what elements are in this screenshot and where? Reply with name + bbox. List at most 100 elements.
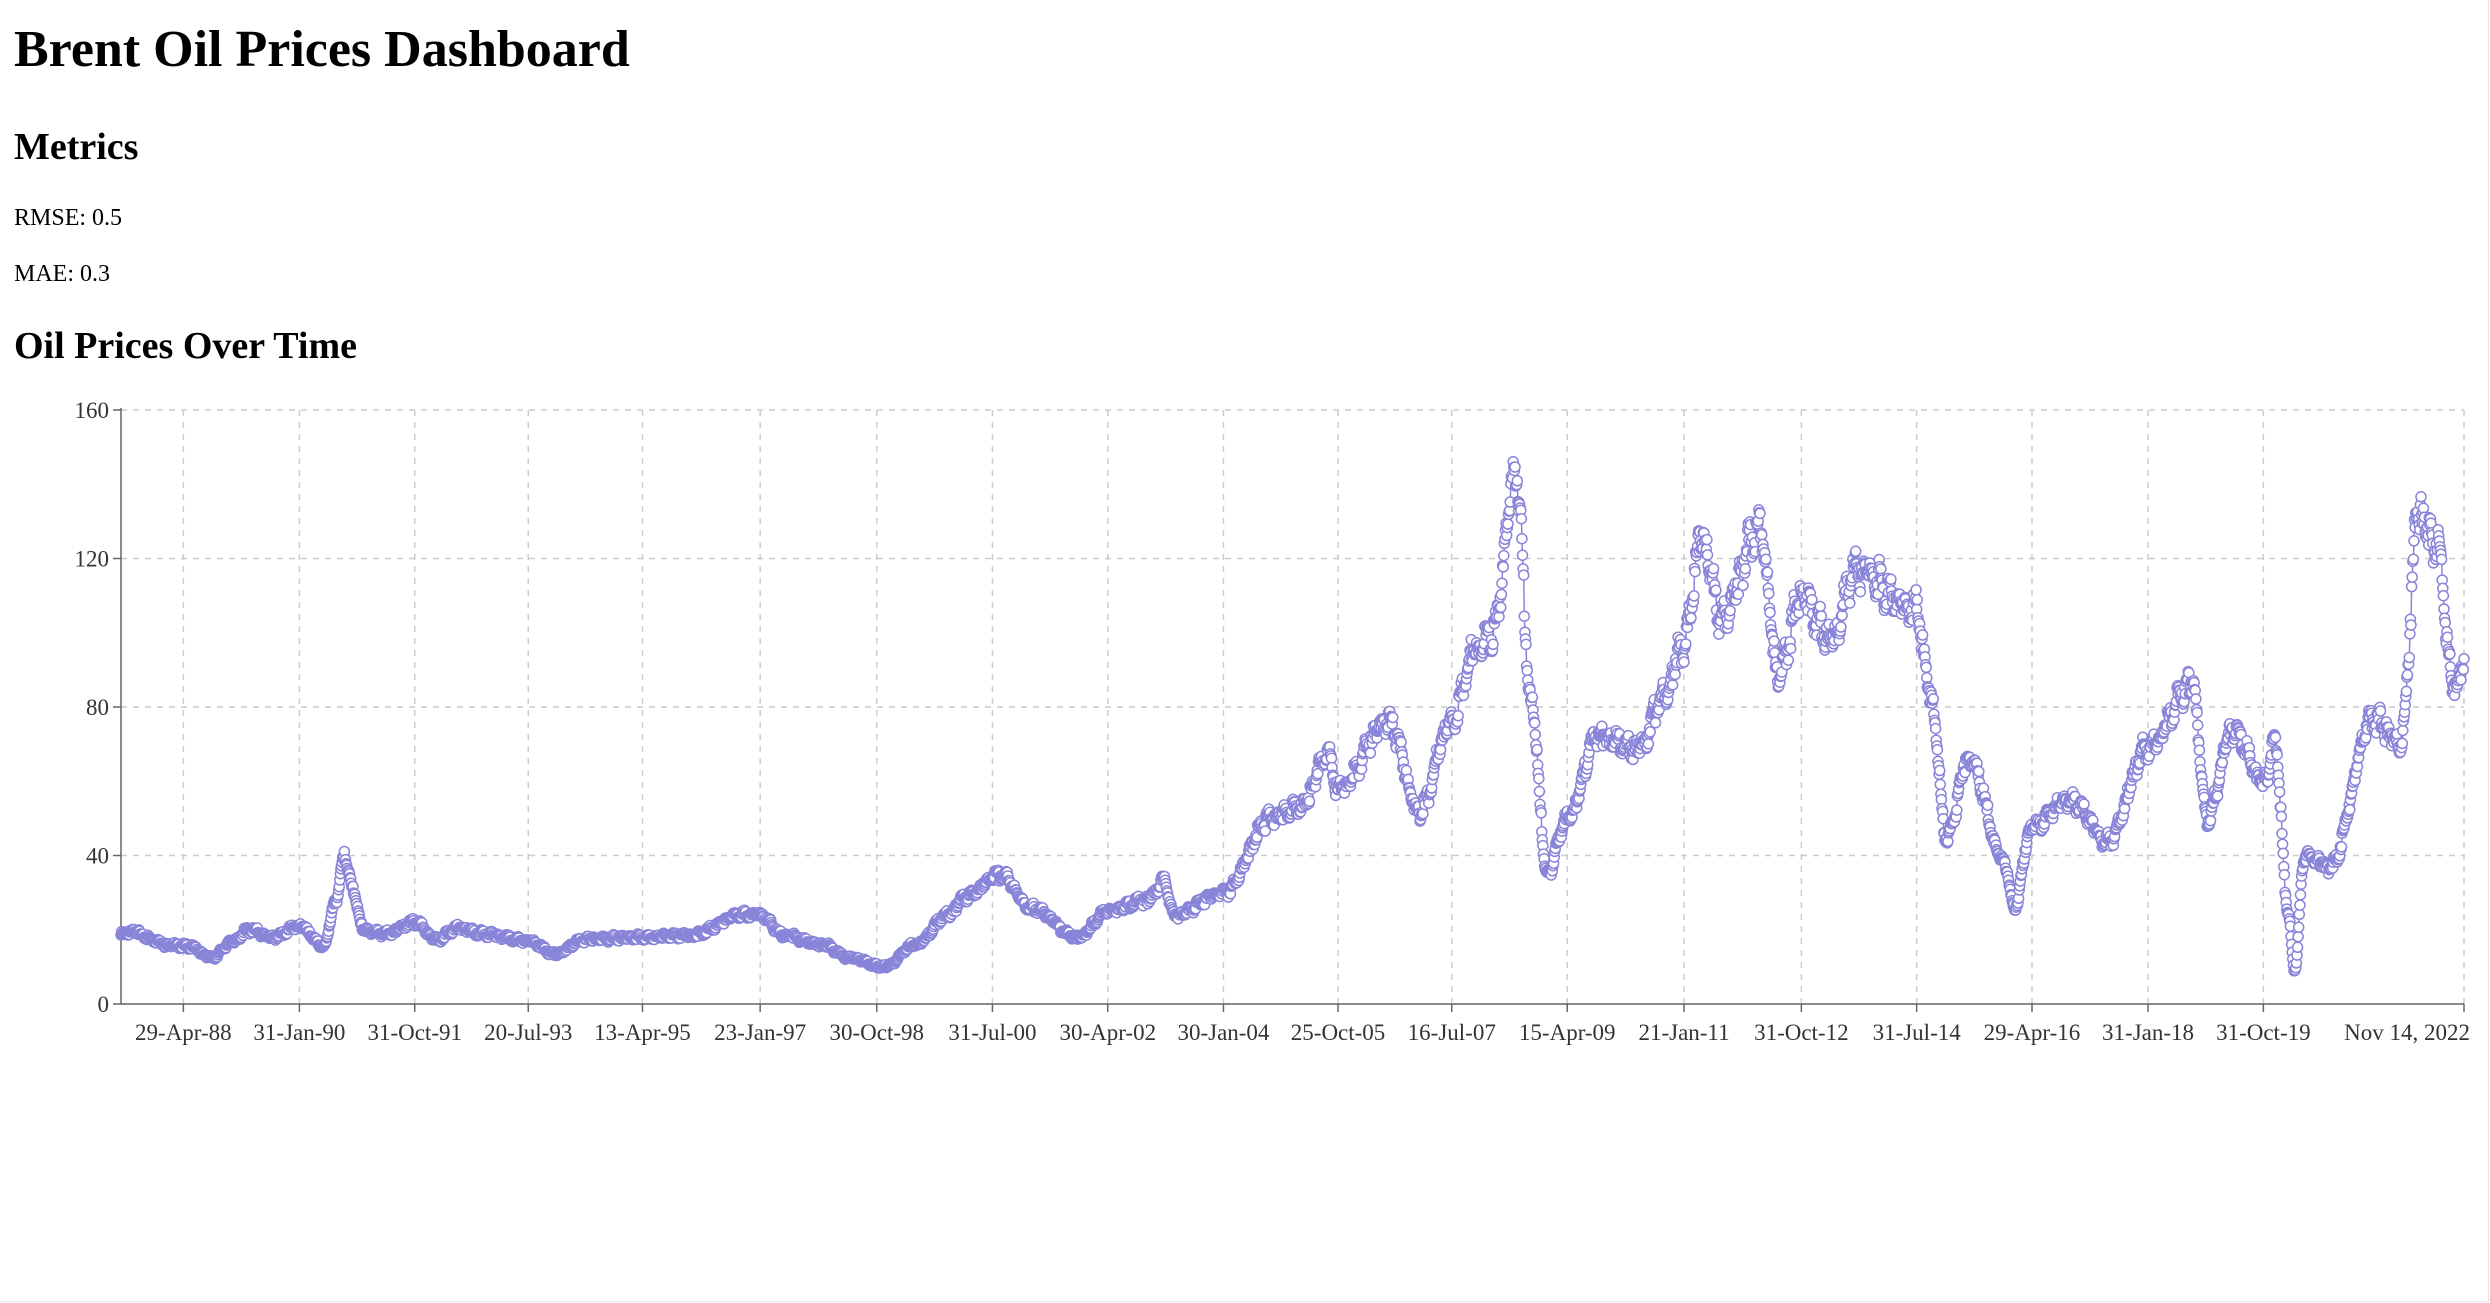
- price-point: [2276, 827, 2288, 840]
- price-point: [1951, 804, 1963, 816]
- price-point: [1815, 610, 1828, 622]
- price-point: [2191, 719, 2204, 731]
- x-tick-label: Nov 14, 2022: [2344, 1020, 2470, 1045]
- price-point: [1649, 716, 1662, 729]
- price-point: [1973, 765, 1985, 778]
- price-point: [2405, 619, 2417, 631]
- price-point: [1666, 679, 1679, 691]
- price-point: [2193, 744, 2206, 757]
- price-point: [1487, 638, 1499, 651]
- price-point: [1701, 549, 1714, 561]
- price-point: [1669, 668, 1681, 681]
- price-point: [1761, 566, 1774, 579]
- price-point: [1760, 553, 1772, 566]
- price-point: [2277, 847, 2289, 860]
- price-point: [1814, 600, 1826, 613]
- price-point: [1644, 726, 1656, 738]
- y-tick-label: 80: [86, 695, 109, 720]
- page-title: Brent Oil Prices Dashboard: [14, 21, 630, 78]
- price-point: [1764, 606, 1776, 619]
- price-point: [1521, 664, 1533, 677]
- x-tick-label: 20-Jul-93: [484, 1020, 572, 1045]
- price-point: [1533, 785, 1546, 798]
- x-tick-label: 29-Apr-88: [135, 1020, 232, 1045]
- price-point: [2439, 616, 2451, 629]
- price-point: [1934, 778, 1947, 791]
- price-point: [1981, 799, 1994, 811]
- price-point: [1529, 728, 1542, 741]
- price-point: [2269, 731, 2282, 744]
- price-point: [1452, 709, 1464, 722]
- price-point: [2294, 889, 2307, 901]
- price-point: [2275, 810, 2288, 823]
- price-point: [1875, 563, 1887, 575]
- x-tick-label: 21-Jan-11: [1638, 1020, 1729, 1045]
- mae-metric: MAE: 0.3: [14, 261, 110, 287]
- price-point: [1496, 577, 1508, 589]
- price-point: [2397, 724, 2409, 737]
- oil-price-line-chart: 0 40 80 120 160 29-Apr-88 31-Jan-90 31-Oct-91 20…: [75, 398, 2471, 1045]
- price-point: [2335, 841, 2348, 853]
- price-point: [1710, 584, 1722, 596]
- y-tick-label: 40: [86, 844, 109, 869]
- x-tick-label: 31-Jan-90: [253, 1020, 345, 1045]
- price-series-line: [120, 461, 2465, 972]
- price-point: [2455, 674, 2467, 686]
- price-point: [1528, 717, 1541, 729]
- price-point: [1511, 475, 1524, 487]
- price-point: [1849, 545, 1862, 558]
- x-tick-label: 31-Jul-14: [1873, 1020, 1962, 1045]
- price-point: [1768, 635, 1780, 647]
- price-point: [2278, 868, 2291, 881]
- price-point: [2441, 631, 2454, 643]
- price-point: [1520, 638, 1532, 651]
- price-point: [1782, 654, 1795, 666]
- price-point: [2211, 790, 2224, 802]
- price-point: [1516, 532, 1528, 545]
- price-point: [2435, 553, 2448, 566]
- price-point: [1303, 795, 1316, 808]
- price-point: [2444, 648, 2456, 660]
- x-tick-label: 30-Jan-04: [1177, 1020, 1269, 1045]
- price-point: [2408, 535, 2420, 547]
- x-tick-label: 15-Apr-09: [1519, 1020, 1616, 1045]
- x-tick-label: 31-Jul-00: [948, 1020, 1036, 1045]
- price-point: [1642, 738, 1655, 750]
- price-point: [1763, 587, 1775, 600]
- price-point: [2405, 580, 2418, 593]
- price-point: [1502, 518, 1514, 530]
- price-point: [1707, 562, 1720, 575]
- price-point: [2406, 571, 2418, 583]
- y-tick-label: 160: [75, 398, 110, 423]
- price-point: [2344, 803, 2356, 816]
- price-point: [2292, 921, 2305, 934]
- price-point: [1739, 563, 1752, 575]
- chart-grid: [121, 409, 2465, 1005]
- price-point: [2294, 899, 2306, 911]
- price-point: [2204, 814, 2217, 827]
- price-point: [1933, 764, 1946, 777]
- x-tick-label: 29-Apr-16: [1984, 1020, 2081, 1045]
- price-point: [1531, 743, 1543, 756]
- price-point: [2457, 663, 2470, 676]
- price-point: [1509, 461, 1521, 473]
- price-point: [2401, 669, 2414, 681]
- price-point: [1498, 549, 1510, 562]
- price-point: [1756, 529, 1768, 541]
- price-point: [1518, 610, 1531, 622]
- price-point: [1701, 533, 1713, 546]
- x-tick-label: 16-Jul-07: [1408, 1020, 1496, 1045]
- price-point: [2292, 930, 2304, 943]
- metrics-heading: Metrics: [14, 126, 139, 168]
- price-point: [1929, 722, 1942, 735]
- price-point: [1931, 743, 1944, 756]
- chart-heading: Oil Prices Over Time: [14, 325, 357, 367]
- price-point: [2415, 491, 2427, 503]
- price-point: [1533, 772, 1545, 785]
- x-tick-label: 31-Oct-12: [1754, 1020, 1849, 1045]
- price-point: [2438, 603, 2450, 615]
- x-tick-label: 30-Apr-02: [1059, 1020, 1156, 1045]
- price-point: [1754, 507, 1766, 520]
- price-point: [1497, 561, 1509, 573]
- price-point: [2396, 737, 2409, 750]
